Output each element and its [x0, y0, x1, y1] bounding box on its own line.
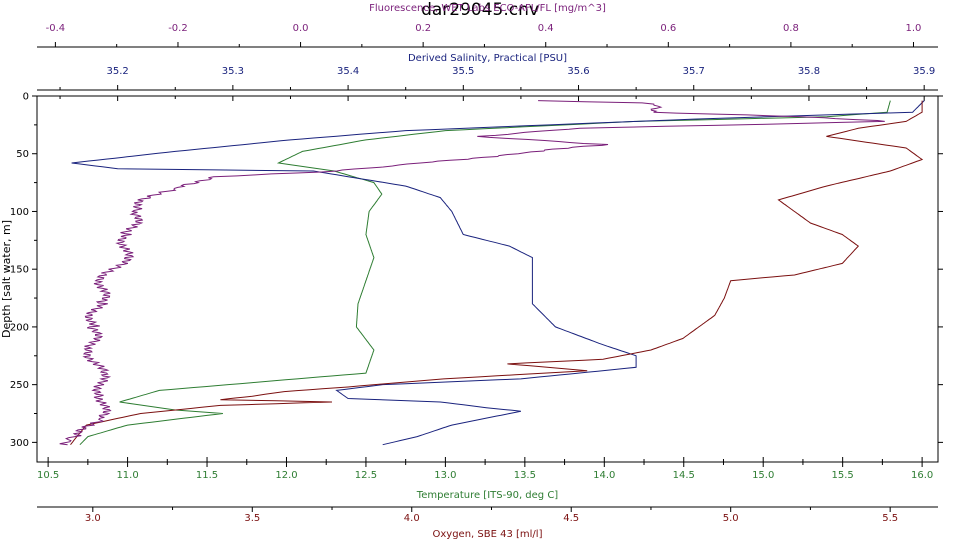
temp-tick-label: 15.0: [752, 470, 774, 481]
fl-profile-line: [59, 100, 885, 446]
fl-axis-title: Fluorescence, WET Labs ECO-AFL/FL [mg/m^…: [369, 3, 606, 14]
depth-tick-label: 150: [10, 265, 29, 276]
oxy-tick-label: 4.0: [404, 513, 420, 524]
fl-tick-label: 0.0: [293, 23, 309, 34]
plot-frame: [36, 95, 939, 463]
depth-tick-label: 250: [10, 380, 29, 391]
sal-axis-title: Derived Salinity, Practical [PSU]: [408, 53, 567, 64]
fl-tick-label: 0.2: [415, 23, 431, 34]
chart-title: dar29045.cnv: [421, 0, 539, 20]
depth-axis-title: Depth [salt water, m]: [0, 220, 13, 338]
temp-tick-label: 10.5: [37, 470, 59, 481]
sal-tick-label: 35.5: [452, 66, 474, 77]
temp-tick-label: 11.5: [196, 470, 218, 481]
depth-tick-label: 50: [16, 149, 29, 160]
depth-tick-label: 300: [10, 438, 29, 449]
temp-tick-label: 12.5: [355, 470, 377, 481]
oxy-profile-line: [70, 100, 924, 446]
oxy-tick-label: 4.5: [563, 513, 579, 524]
temp-profile-line: [79, 100, 891, 446]
fl-tick-label: 1.0: [906, 23, 922, 34]
oxy-tick-label: 5.0: [723, 513, 739, 524]
sal-tick-label: 35.3: [222, 66, 244, 77]
fl-tick-label: 0.6: [660, 23, 676, 34]
sal-profile-line: [71, 100, 925, 446]
sal-tick-label: 35.4: [337, 66, 359, 77]
sal-tick-label: 35.9: [913, 66, 935, 77]
temp-tick-label: 12.0: [275, 470, 297, 481]
fl-tick-label: -0.4: [46, 23, 66, 34]
depth-tick-label: 100: [10, 207, 29, 218]
temp-tick-label: 14.0: [593, 470, 615, 481]
fl-tick-label: 0.8: [783, 23, 799, 34]
temp-tick-label: 14.5: [673, 470, 695, 481]
sal-tick-label: 35.8: [798, 66, 820, 77]
temp-tick-label: 13.0: [434, 470, 456, 481]
depth-tick-label: 0: [23, 92, 29, 103]
temp-tick-label: 13.5: [514, 470, 536, 481]
fl-tick-label: -0.2: [168, 23, 188, 34]
oxy-tick-label: 5.5: [882, 513, 898, 524]
oxy-tick-label: 3.0: [85, 513, 101, 524]
temp-tick-label: 15.5: [832, 470, 854, 481]
sal-tick-label: 35.6: [567, 66, 589, 77]
sal-tick-label: 35.2: [107, 66, 129, 77]
fl-tick-label: 0.4: [538, 23, 554, 34]
oxy-axis-title: Oxygen, SBE 43 [ml/l]: [433, 529, 543, 540]
depth-tick-label: 200: [10, 322, 29, 333]
sal-tick-label: 35.7: [683, 66, 705, 77]
temp-tick-label: 16.0: [911, 470, 933, 481]
oxy-tick-label: 3.5: [244, 513, 260, 524]
temp-axis-title: Temperature [ITS-90, deg C]: [416, 490, 559, 501]
temp-tick-label: 11.0: [116, 470, 138, 481]
